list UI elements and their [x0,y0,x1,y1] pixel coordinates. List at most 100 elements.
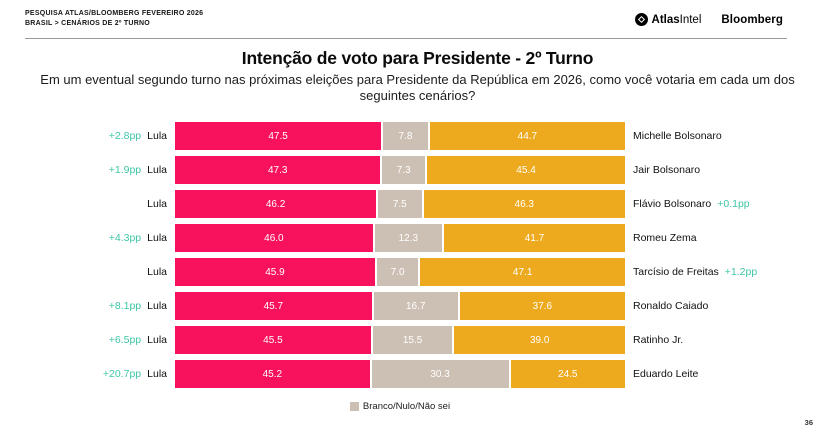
segment-value: 7.0 [390,266,405,278]
row-left-labels: +6.5pp Lula [0,334,167,346]
opponent-segment: 45.4 [427,156,626,184]
segment-value: 46.0 [264,232,284,244]
opponent-segment: 37.6 [459,292,625,320]
segment-value: 46.2 [265,198,286,210]
segment-value: 7.3 [396,164,411,176]
segment-value: 47.1 [512,266,533,278]
chart-title: Intenção de voto para Presidente - 2º Tu… [241,48,594,68]
page-number: 36 [804,418,813,427]
brand-logos: AtlasIntel Bloomberg [634,13,783,26]
row-right-labels: Eduardo Leite [633,368,835,380]
stacked-bar: 46.2 7.5 46.3 [175,190,625,218]
lula-segment: 45.5 [175,326,371,354]
opponent-name-label: Michelle Bolsonaro [633,130,722,142]
lula-row-label: Lula [147,334,167,346]
header-divider [25,38,787,39]
stacked-bar: 47.3 7.3 45.4 [175,156,626,184]
opponent-segment: 24.5 [510,360,625,388]
opponent-segment: 44.7 [429,122,625,150]
row-right-labels: Jair Bolsonaro [633,164,835,176]
lula-row-label: Lula [147,266,167,278]
segment-value: 30.3 [430,368,450,380]
row-left-labels: +20.7pp Lula [0,368,167,380]
chart-rows: +2.8pp Lula 47.5 7.8 44.7 Michelle Bolso… [0,122,835,388]
segment-value: 15.5 [402,334,423,346]
blank-segment: 7.3 [382,156,426,184]
segment-value: 47.5 [268,130,288,142]
chart-row: Lula 46.2 7.5 46.3 Flávio Bolsonaro +0.1… [0,190,835,218]
lula-row-label: Lula [147,164,167,176]
segment-value: 7.5 [392,198,407,210]
row-right-labels: Romeu Zema [633,232,835,244]
stacked-bar: 46.0 12.3 41.7 [175,224,625,252]
chart-row: +4.3pp Lula 46.0 12.3 41.7 Romeu Zema [0,224,835,252]
row-right-labels: Michelle Bolsonaro [633,130,835,142]
segment-value: 45.2 [262,368,283,380]
segment-value: 46.3 [514,198,534,210]
atlasintel-logo: AtlasIntel [634,13,702,26]
opponent-name-label: Ratinho Jr. [633,334,684,346]
lula-segment: 47.5 [175,122,382,150]
chart-legend: Branco/Nulo/Não sei [175,401,625,412]
segment-value: 45.4 [516,164,536,176]
opponent-segment: 39.0 [454,326,625,354]
chart-row: +1.9pp Lula 47.3 7.3 45.4 Jair Bolsonaro [0,156,835,184]
segment-value: 45.7 [263,300,284,312]
row-right-labels: Ronaldo Caiado [633,300,835,312]
stacked-bar: 45.2 30.3 24.5 [175,360,625,388]
page-header: PESQUISA ATLAS/BLOOMBERG FEVEREIRO 2026 … [0,0,835,29]
blank-segment: 7.5 [378,190,422,218]
opponent-name-label: Ronaldo Caiado [633,300,709,312]
segment-value: 45.5 [263,334,283,346]
lula-segment: 45.7 [175,292,372,320]
lula-row-label: Lula [147,198,167,210]
blank-segment: 30.3 [371,360,509,388]
stacked-bar: 45.7 16.7 37.6 [175,292,625,320]
segment-value: 12.3 [398,232,419,244]
lula-row-label: Lula [147,232,167,244]
opponent-name-label: Romeu Zema [633,232,697,244]
opponent-name-label: Jair Bolsonaro [633,164,701,176]
chart-row: +8.1pp Lula 45.7 16.7 37.6 Ronaldo Caiad… [0,292,835,320]
report-kicker: PESQUISA ATLAS/BLOOMBERG FEVEREIRO 2026 … [25,9,203,29]
atlasintel-logo-text-light: Intel [679,13,702,26]
lula-row-label: Lula [147,300,167,312]
segment-value: 24.5 [558,368,578,380]
blank-segment: 12.3 [374,224,442,252]
atlasintel-logo-text-bold: Atlas [651,13,680,26]
opponent-name-label: Eduardo Leite [633,368,699,380]
blank-segment: 7.8 [383,122,428,150]
lula-row-label: Lula [147,368,167,380]
blank-segment: 15.5 [372,326,453,354]
lead-left-badge: +4.3pp [108,232,142,244]
stacked-bar: 45.9 7.0 47.1 [175,258,625,286]
opponent-name-label: Flávio Bolsonaro [633,198,712,210]
kicker-line-1: PESQUISA ATLAS/BLOOMBERG FEVEREIRO 2026 [25,10,204,17]
chart-row: +20.7pp Lula 45.2 30.3 24.5 Eduardo Leit… [0,360,835,388]
opponent-segment: 47.1 [420,258,625,286]
lula-segment: 45.2 [175,360,370,388]
row-left-labels: +4.3pp Lula [0,232,167,244]
lead-left-badge: +6.5pp [108,334,142,346]
segment-value: 44.7 [517,130,538,142]
row-right-labels: Ratinho Jr. [633,334,835,346]
lead-left-badge: +8.1pp [108,300,142,312]
chart-subtitle: Em um eventual segundo turno nas próxima… [40,72,795,103]
chart-row: +2.8pp Lula 47.5 7.8 44.7 Michelle Bolso… [0,122,835,150]
lead-right-badge: +0.1pp [717,198,750,210]
stacked-bar: 45.5 15.5 39.0 [175,326,625,354]
lead-left-badge: +20.7pp [102,368,142,380]
chart-row: Lula 45.9 7.0 47.1 Tarcísio de Freitas +… [0,258,835,286]
lula-segment: 46.2 [175,190,377,218]
lead-left-badge: +2.8pp [108,130,142,142]
legend-label: Branco/Nulo/Não sei [362,401,451,412]
kicker-line-2: BRASIL > CENÁRIOS DE 2º TURNO [25,20,150,27]
lead-left-badge: +1.9pp [108,164,142,176]
lula-row-label: Lula [147,130,167,142]
segment-value: 16.7 [405,300,426,312]
legend-swatch [349,402,359,411]
row-left-labels: +2.8pp Lula [0,130,167,142]
opponent-segment: 41.7 [443,224,625,252]
atlasintel-diamond-icon [634,13,648,26]
lula-segment: 47.3 [175,156,381,184]
